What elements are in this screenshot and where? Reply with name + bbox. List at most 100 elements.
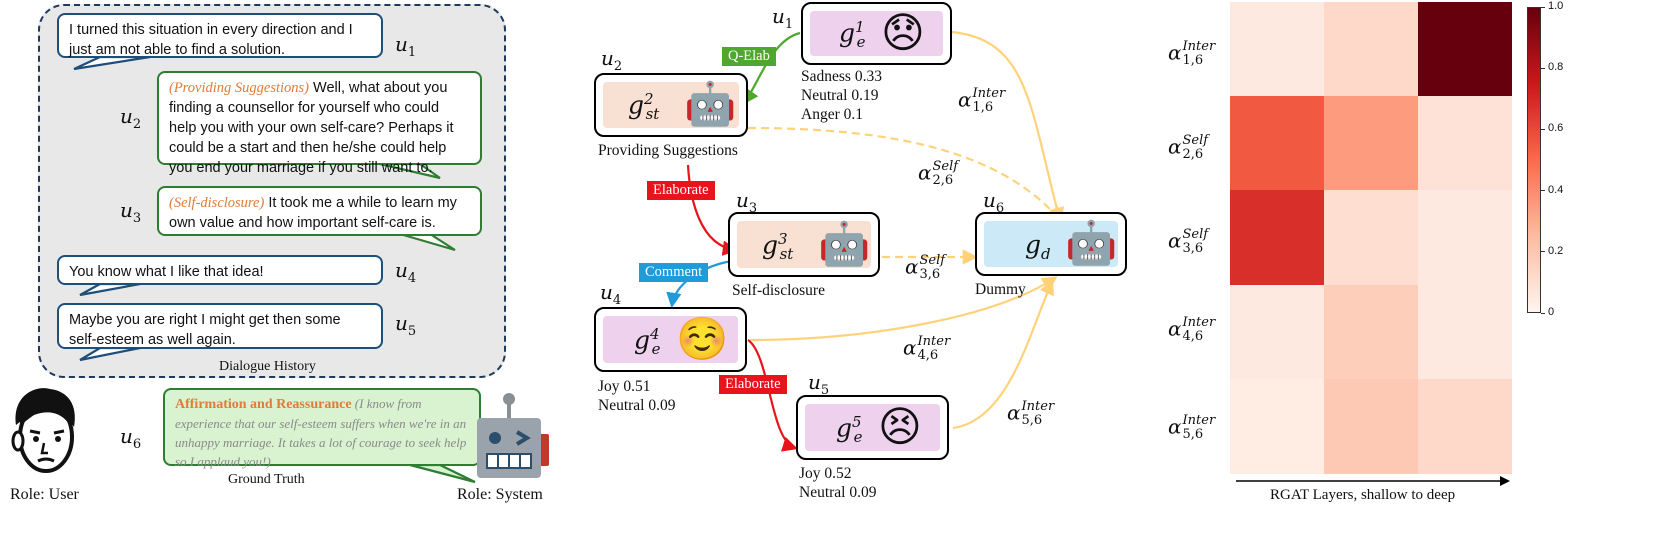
relation-q-elab: Q-Elab xyxy=(722,47,776,66)
relation-elaborate-1: Elaborate xyxy=(647,181,715,200)
graph-alpha-1-6: αInter 1,6 xyxy=(958,86,1006,115)
node-u3-label: u3 xyxy=(736,188,758,216)
utterance-u2: (Providing Suggestions) Well, what about… xyxy=(157,71,482,176)
node-u3-caption: Self-disclosure xyxy=(732,282,825,299)
graph-alpha-3-6: αSelf 3,6 xyxy=(905,253,946,282)
attention-edge-u2 xyxy=(747,126,1063,223)
node-u1-caption: Sadness 0.33 Neutral 0.19 Anger 0.1 xyxy=(801,68,882,123)
node-u5-caption: Joy 0.52 Neutral 0.09 xyxy=(799,465,877,501)
node-u2-label: u2 xyxy=(601,46,623,74)
utterance-u1-text: I turned this situation in every directi… xyxy=(69,22,353,58)
node-u6-symbol: gd xyxy=(1025,230,1051,263)
utterance-u3: (Self-disclosure) It took me a while to … xyxy=(157,186,482,236)
graph-alpha-5-6: αInter 5,6 xyxy=(1007,399,1055,428)
colorbar-tick-label: 1.0 xyxy=(1548,0,1564,12)
colorbar-tick-label: 0 xyxy=(1548,306,1555,318)
node-u6-caption: Dummy xyxy=(975,281,1026,298)
edge-q-elab xyxy=(743,31,801,105)
heatmap-cell-r1-c2 xyxy=(1324,2,1418,97)
label-u4: u4 xyxy=(395,258,417,286)
colorbar-tick-mark xyxy=(1541,190,1545,192)
graph-alpha-2-6: αSelf 2,6 xyxy=(918,159,959,188)
heatmap-cell-r5-c3 xyxy=(1418,378,1512,474)
dialogue-history-caption: Dialogue History xyxy=(219,359,316,374)
utterance-u3-strategy: (Self-disclosure) xyxy=(169,195,265,211)
heatmap-cell-r2-c2 xyxy=(1324,96,1418,192)
colorbar-tick-label: 0.6 xyxy=(1548,122,1564,135)
colorbar-tick-mark xyxy=(1541,251,1545,253)
heatmap-ylabel-4: αInter 4,6 xyxy=(1168,315,1216,344)
utterance-u3-text: It took me a while to learn my own value… xyxy=(169,195,457,231)
system-robot-icon xyxy=(477,393,549,478)
heatmap-cell-r3-c3 xyxy=(1418,190,1512,286)
xaxis-arrow xyxy=(1236,476,1510,486)
node-u2-symbol: g2st xyxy=(628,90,660,124)
node-u5: g5e 😣 xyxy=(796,395,949,460)
attention-edge-u5 xyxy=(952,279,1054,430)
heatmap-cell-r1-c1 xyxy=(1230,2,1324,97)
ground-truth-bubble: Affirmation and Reassurance (I know from… xyxy=(163,388,481,469)
label-u6-ground-truth: u6 xyxy=(120,424,142,452)
node-u5-label: u5 xyxy=(808,370,830,398)
colorbar-tick-mark xyxy=(1541,6,1545,8)
utterance-u1: I turned this situation in every directi… xyxy=(57,13,383,58)
robot-icon: 🤖 xyxy=(684,79,737,128)
relation-elaborate-2: Elaborate xyxy=(719,375,787,394)
heatmap-cell-r1-c3 xyxy=(1418,2,1512,97)
colorbar-tick-mark xyxy=(1541,312,1545,314)
heatmap-ylabel-5: αInter 5,6 xyxy=(1168,413,1216,442)
label-u3: u3 xyxy=(120,198,142,226)
heatmap-cell-r5-c1 xyxy=(1230,378,1324,474)
colorbar-tick-label: 0.4 xyxy=(1548,183,1564,196)
node-u5-symbol: g5e xyxy=(836,413,863,447)
attention-edge-u1 xyxy=(951,30,1065,223)
heatmap-ylabel-1: αInter 1,6 xyxy=(1168,39,1216,68)
tail-u4 xyxy=(79,282,141,297)
attention-edge-u4 xyxy=(749,276,1058,342)
heatmap-xlabel: RGAT Layers, shallow to deep xyxy=(1270,487,1456,503)
label-u2: u2 xyxy=(120,104,142,132)
utterance-u5-text: Maybe you are right I might get then som… xyxy=(69,312,341,348)
utterance-u5: Maybe you are right I might get then som… xyxy=(57,303,383,349)
heatmap-cell-r5-c2 xyxy=(1324,378,1418,474)
node-u3-symbol: g3st xyxy=(762,230,794,264)
node-u6: gd 🤖 xyxy=(975,212,1127,276)
node-u1-label: u1 xyxy=(772,4,794,32)
tail-gt xyxy=(409,463,476,484)
smiling-face-icon: ☺️ xyxy=(676,314,729,363)
utterance-u2-strategy: (Providing Suggestions) xyxy=(169,80,310,96)
colorbar-tick-label: 0.2 xyxy=(1548,244,1564,257)
user-face-icon xyxy=(11,388,75,473)
robot-icon: 🤖 xyxy=(818,219,871,268)
heatmap-cell-r4-c2 xyxy=(1324,284,1418,380)
heatmap-cell-r3-c1 xyxy=(1230,190,1324,286)
heatmap-cell-r2-c1 xyxy=(1230,96,1324,192)
colorbar-tick-label: 0.8 xyxy=(1548,61,1564,74)
utterance-u4-text: You know what I like that idea! xyxy=(69,264,264,280)
tail-u3 xyxy=(399,232,456,252)
edge-elaborate-2 xyxy=(747,339,798,452)
node-u4-label: u4 xyxy=(600,280,622,308)
label-u5: u5 xyxy=(395,311,417,339)
colorbar xyxy=(1527,7,1541,313)
node-u2: g2st 🤖 xyxy=(594,73,748,137)
relation-comment: Comment xyxy=(639,263,709,282)
persevering-face-icon: 😣 xyxy=(878,402,922,451)
attention-heatmap xyxy=(1230,2,1512,474)
node-u6-label: u6 xyxy=(983,188,1005,216)
heatmap-ylabel-2: αSelf 2,6 xyxy=(1168,133,1209,162)
role-user: Role: User xyxy=(10,486,79,503)
node-u3: g3st 🤖 xyxy=(728,212,880,277)
heatmap-cell-r4-c3 xyxy=(1418,284,1512,380)
label-u1: u1 xyxy=(395,32,417,60)
heatmap-cell-r2-c3 xyxy=(1418,96,1512,192)
heatmap-cell-r3-c2 xyxy=(1324,190,1418,286)
robot-icon: 🤖 xyxy=(1065,218,1118,267)
role-system: Role: System xyxy=(457,486,543,503)
node-u4-caption: Joy 0.51 Neutral 0.09 xyxy=(598,378,676,414)
graph-alpha-4-6: αInter 4,6 xyxy=(903,334,951,363)
node-u1: g1e 😞 xyxy=(801,2,952,65)
heatmap-ylabel-3: αSelf 3,6 xyxy=(1168,227,1209,256)
utterance-u2-text: Well, what about you finding a counsello… xyxy=(169,80,454,176)
node-u4: g4e ☺️ xyxy=(594,307,747,372)
